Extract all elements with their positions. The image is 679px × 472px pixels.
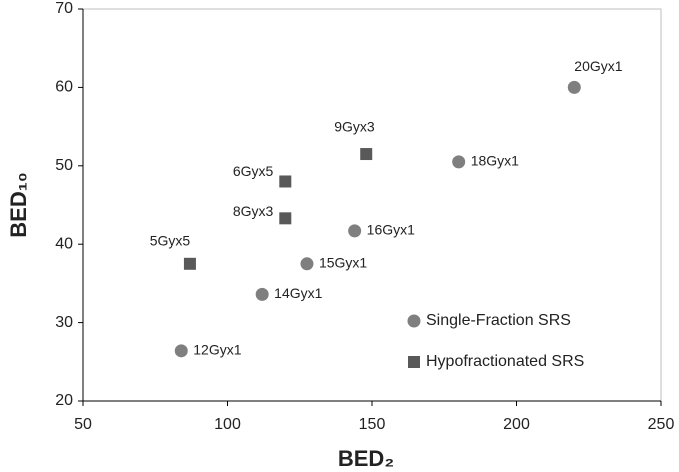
point	[174, 344, 188, 358]
point-label: 12Gyx1	[193, 342, 241, 358]
y-tick-label: 20	[55, 392, 73, 409]
legend-label: Single-Fraction SRS	[426, 312, 571, 329]
point	[183, 257, 196, 270]
point	[567, 80, 581, 94]
point-label: 18Gyx1	[471, 153, 519, 169]
x-tick-label: 250	[648, 416, 675, 433]
point-label: 15Gyx1	[319, 255, 367, 271]
point	[279, 212, 292, 225]
legend-marker	[407, 314, 421, 328]
y-axis-label: BED₁₀	[6, 172, 31, 237]
point	[452, 155, 466, 169]
point	[255, 287, 269, 301]
point	[360, 148, 373, 161]
point	[348, 224, 362, 238]
y-tick-label: 60	[55, 79, 73, 96]
legend-marker	[408, 356, 420, 368]
x-tick-label: 50	[74, 416, 92, 433]
x-tick-label: 100	[214, 416, 241, 433]
point-label: 8Gyx3	[233, 203, 274, 219]
point-label: 20Gyx1	[574, 58, 622, 74]
x-tick-label: 200	[503, 416, 530, 433]
point-label: 16Gyx1	[367, 222, 415, 238]
x-tick-label: 150	[359, 416, 386, 433]
point-label: 14Gyx1	[274, 285, 322, 301]
y-tick-label: 70	[55, 0, 73, 17]
y-tick-label: 40	[55, 235, 73, 252]
point-label: 9Gyx3	[334, 119, 375, 135]
y-tick-label: 50	[55, 157, 73, 174]
x-axis-label: BED₂	[338, 446, 394, 471]
point	[279, 175, 292, 188]
y-tick-label: 30	[55, 314, 73, 331]
point	[300, 257, 314, 271]
legend-label: Hypofractionated SRS	[426, 353, 584, 370]
point-label: 5Gyx5	[150, 233, 191, 249]
point-label: 6Gyx5	[233, 163, 274, 179]
